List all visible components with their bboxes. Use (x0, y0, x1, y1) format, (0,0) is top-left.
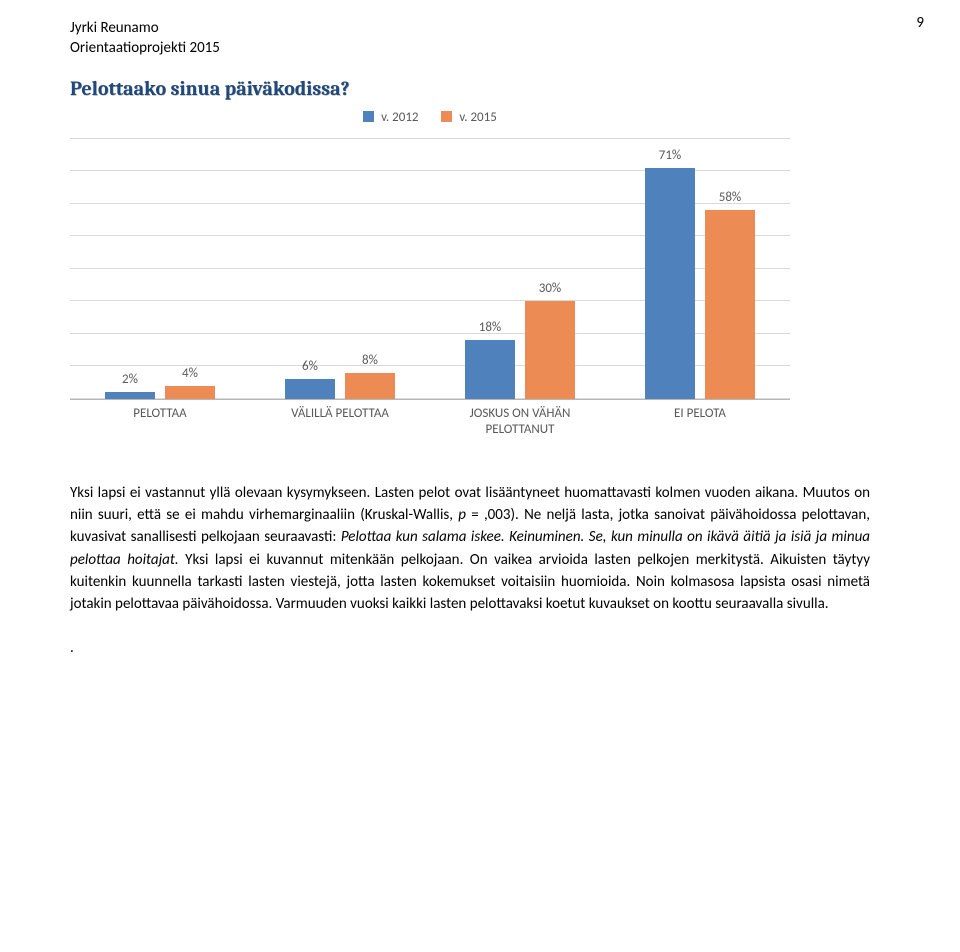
bar-series2: 4% (165, 386, 215, 399)
para-text-c: Yksi lapsi ei kuvannut mitenkään pelkoja… (70, 551, 870, 613)
bar-series1: 2% (105, 392, 155, 399)
body-paragraph: Yksi lapsi ei vastannut yllä olevaan kys… (70, 482, 870, 615)
x-axis-label: EI PELOTA (610, 406, 790, 439)
bar-layer: 2%4%6%8%18%30%71%58% (70, 139, 790, 399)
bar-group: 18%30% (430, 301, 610, 399)
chart-container: v. 2012 v. 2015 2%4%6%8%18%30%71%58% PEL… (70, 104, 790, 439)
chart-title: Pelottaako sinua päiväkodissa? (70, 77, 870, 100)
chart-legend: v. 2012 v. 2015 (70, 104, 790, 139)
plot-area: 2%4%6%8%18%30%71%58% (70, 139, 790, 399)
bar-series1: 71% (645, 168, 695, 399)
para-italic-1: p (458, 506, 466, 524)
bar-series1: 18% (465, 340, 515, 399)
bar-value-label: 2% (122, 372, 138, 387)
x-axis-label: JOSKUS ON VÄHÄNPELOTTANUT (430, 406, 610, 439)
legend-swatch-2015 (441, 111, 452, 122)
project-name: Orientaatioprojekti 2015 (70, 38, 870, 58)
legend-item-2012: v. 2012 (363, 110, 418, 125)
x-axis: PELOTTAAVÄLILLÄ PELOTTAAJOSKUS ON VÄHÄNP… (70, 399, 790, 439)
bar-group: 71%58% (610, 168, 790, 399)
trailing-dot: . (70, 639, 870, 657)
author-name: Jyrki Reunamo (70, 18, 870, 38)
bar-value-label: 8% (362, 353, 378, 368)
byline-block: Jyrki Reunamo Orientaatioprojekti 2015 (70, 18, 870, 59)
x-axis-label: PELOTTAA (70, 406, 250, 439)
x-axis-label: VÄLILLÄ PELOTTAA (250, 406, 430, 439)
bar-series1: 6% (285, 379, 335, 399)
bar-series2: 8% (345, 373, 395, 399)
page-number: 9 (916, 14, 924, 32)
bar-value-label: 18% (479, 320, 501, 335)
document-page: 9 Jyrki Reunamo Orientaatioprojekti 2015… (0, 0, 960, 952)
legend-label-2012: v. 2012 (381, 110, 418, 125)
bar-value-label: 4% (182, 366, 198, 381)
bar-value-label: 30% (539, 281, 561, 296)
bar-group: 6% 8% (250, 373, 430, 399)
bar-value-label: 58% (719, 190, 741, 205)
legend-item-2015: v. 2015 (441, 110, 496, 125)
bar-series2: 58% (705, 210, 755, 399)
legend-label-2015: v. 2015 (459, 110, 496, 125)
bar-group: 2% 4% (70, 386, 250, 399)
bar-series2: 30% (525, 301, 575, 399)
bar-value-label: 6% (302, 359, 318, 374)
legend-swatch-2012 (363, 111, 374, 122)
bar-value-label: 71% (659, 148, 681, 163)
